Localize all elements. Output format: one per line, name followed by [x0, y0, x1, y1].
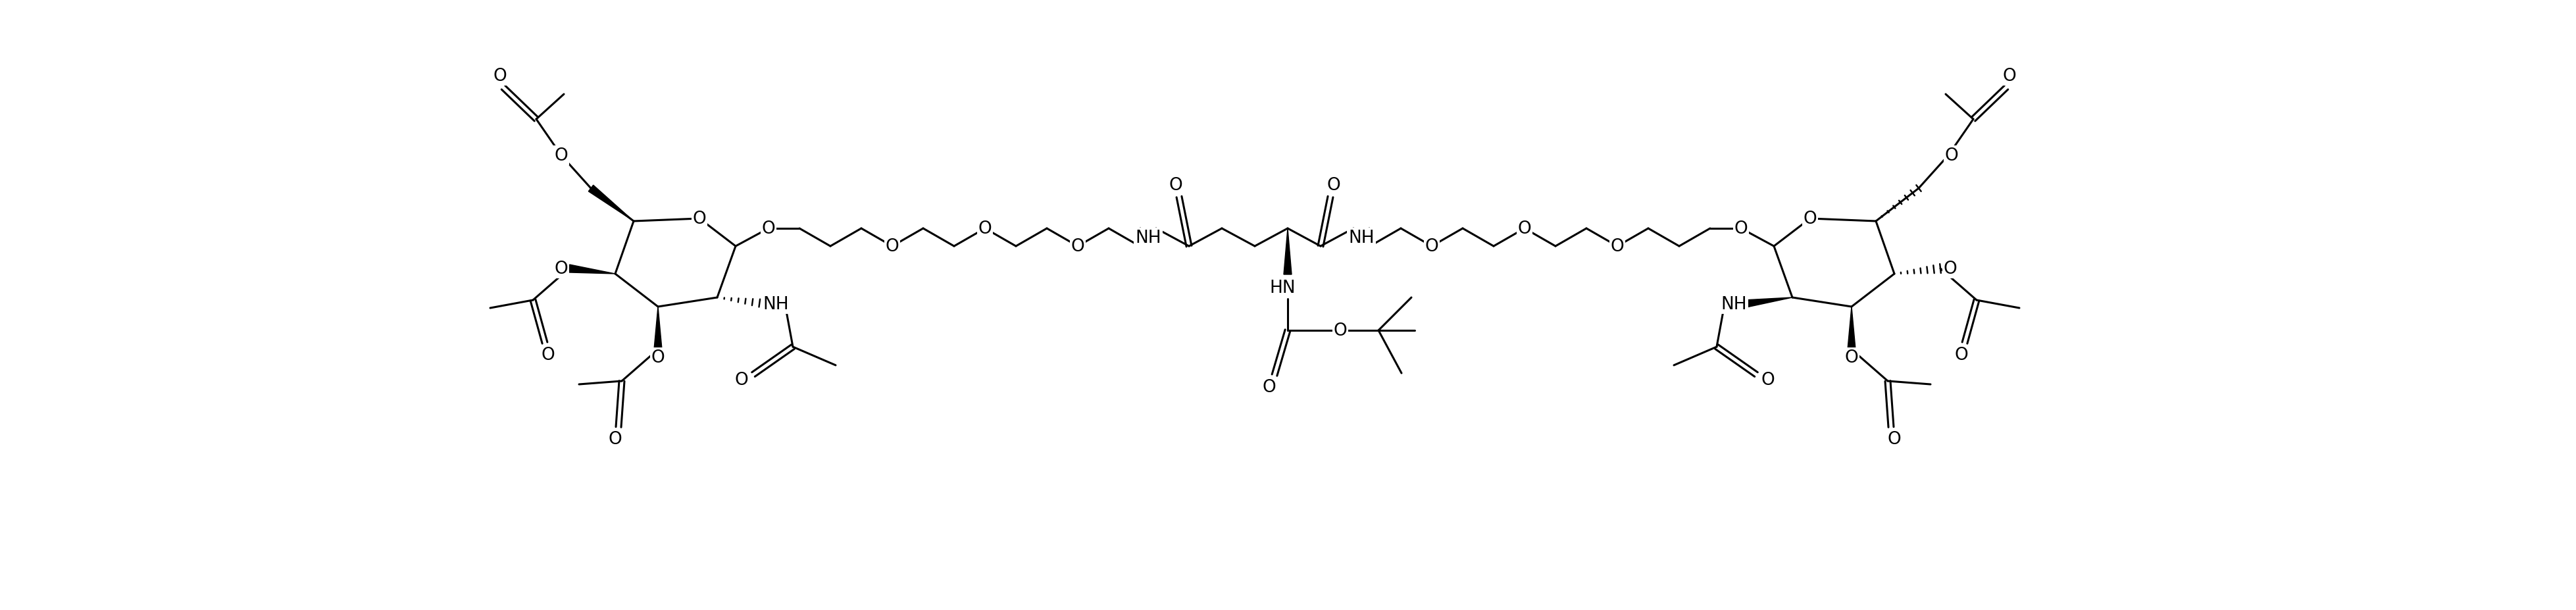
Text: O: O: [1517, 220, 1530, 237]
Text: O: O: [693, 210, 706, 228]
Text: O: O: [1425, 238, 1437, 255]
Text: O: O: [2002, 68, 2017, 85]
Text: O: O: [979, 220, 992, 237]
Text: O: O: [1945, 147, 1958, 164]
Text: NH: NH: [1136, 229, 1162, 246]
Text: O: O: [1888, 431, 1901, 448]
Text: O: O: [762, 220, 775, 237]
Text: O: O: [492, 68, 507, 85]
Text: O: O: [1170, 177, 1182, 194]
Text: O: O: [1844, 349, 1857, 366]
Text: O: O: [554, 147, 569, 164]
Text: O: O: [1072, 238, 1084, 255]
Text: O: O: [608, 431, 621, 448]
Polygon shape: [569, 265, 616, 274]
Polygon shape: [654, 307, 662, 350]
Text: O: O: [1762, 371, 1775, 389]
Text: O: O: [541, 346, 554, 364]
Text: O: O: [554, 260, 569, 278]
Text: NH: NH: [762, 296, 788, 313]
Text: O: O: [1942, 260, 1958, 278]
Text: NH: NH: [1347, 229, 1376, 246]
Polygon shape: [1847, 307, 1855, 350]
Text: O: O: [1334, 322, 1347, 339]
Polygon shape: [1741, 298, 1793, 308]
Text: O: O: [1734, 220, 1749, 237]
Text: HN: HN: [1270, 279, 1296, 296]
Text: O: O: [1262, 379, 1275, 396]
Text: O: O: [1327, 177, 1340, 194]
Text: NH: NH: [1721, 296, 1747, 313]
Polygon shape: [1283, 229, 1291, 274]
Text: O: O: [652, 349, 665, 366]
Polygon shape: [587, 185, 634, 221]
Text: O: O: [886, 238, 899, 255]
Text: O: O: [734, 371, 750, 389]
Text: O: O: [1803, 210, 1816, 228]
Text: O: O: [1955, 346, 1968, 364]
Text: O: O: [1610, 238, 1623, 255]
